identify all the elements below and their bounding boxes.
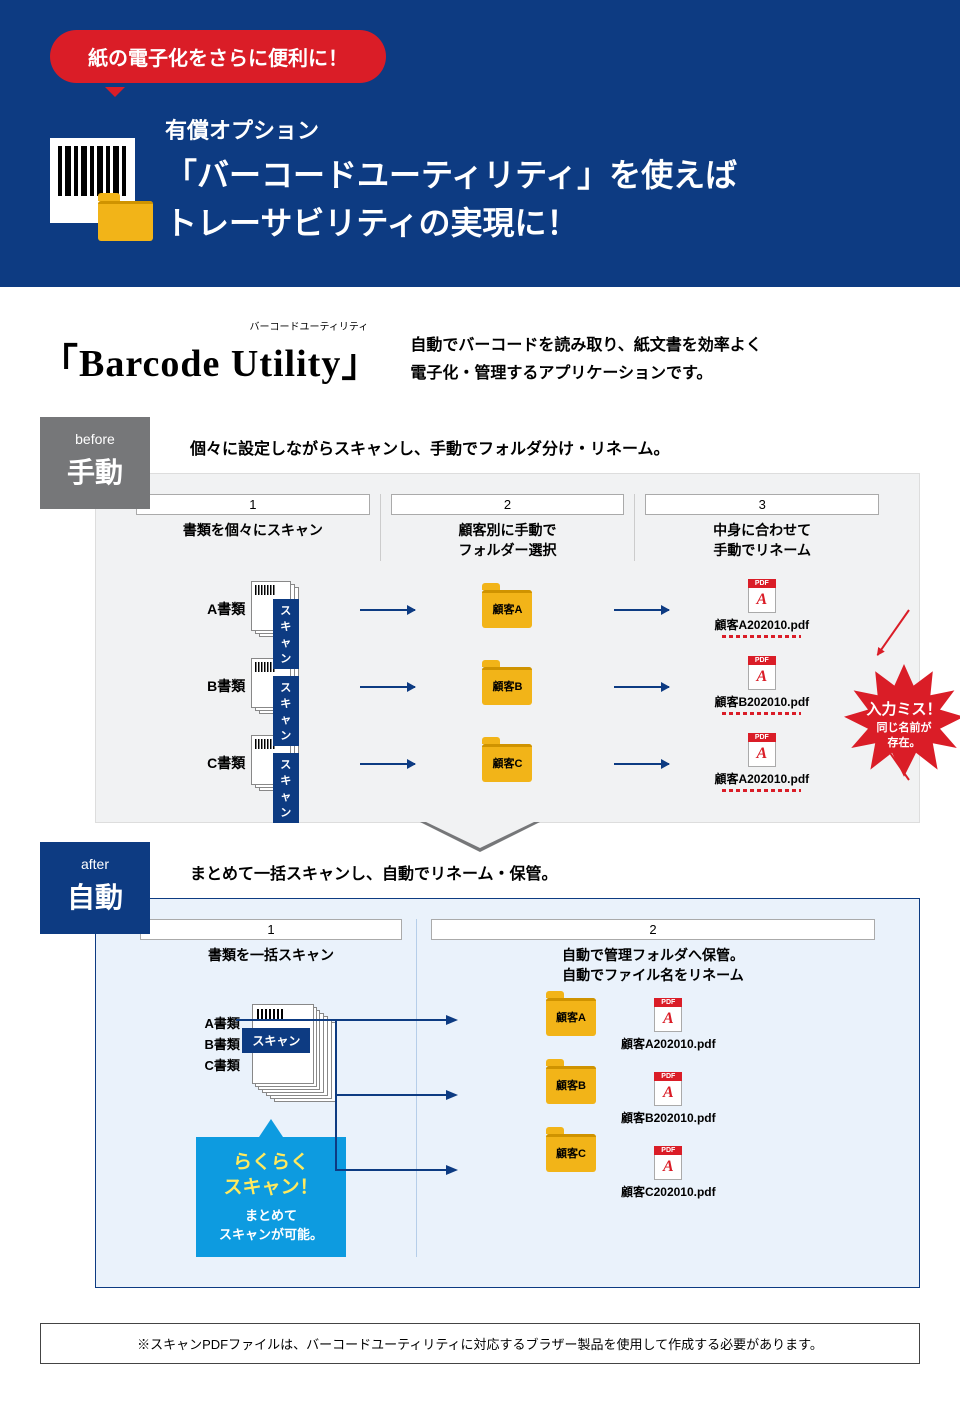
pdf-file: A顧客B202010.pdf	[714, 656, 809, 715]
tab-before: before 手動	[40, 417, 150, 509]
hero-banner: 紙の電子化をさらに便利に！ 有償オプション 「バーコードユーティリティ」を使えば…	[0, 0, 960, 287]
folder-icon: 顧客B	[482, 667, 532, 705]
product-description: 自動でバーコードを読み取り、紙文書を効率よく 電子化・管理するアプリケーションで…	[410, 332, 761, 386]
before-col-num: 1	[136, 494, 370, 515]
pdf-icon: A	[748, 656, 776, 690]
doc-label: A書類	[207, 599, 245, 619]
arrow-icon	[360, 609, 415, 611]
pdf-icon: A	[748, 733, 776, 767]
product-name: バーコードユーティリティ 「Barcode Utility」	[40, 332, 380, 387]
after-col-head: 自動で管理フォルダへ保管。 自動でファイル名をリネーム	[431, 946, 875, 986]
hero-title: 「バーコードユーティリティ」を使えば トレーサビリティの実現に！	[165, 151, 737, 247]
folder-icon: 顧客A	[482, 590, 532, 628]
pdf-icon: A	[748, 579, 776, 613]
folder-icon: 顧客A	[546, 998, 596, 1036]
pdf-file: A顧客A202010.pdf	[714, 579, 809, 638]
hero-pill: 紙の電子化をさらに便利に！	[50, 30, 386, 83]
pdf-file: A顧客C202010.pdf	[621, 1146, 716, 1200]
document-stack-icon: スキャン	[251, 581, 299, 637]
doc-label: C書類	[207, 753, 245, 773]
arrow-icon	[360, 763, 415, 765]
before-col-num: 3	[645, 494, 879, 515]
before-col-head: 中身に合わせて 手動でリネーム	[645, 521, 879, 561]
before-row: A書類スキャン 顧客A A顧客A202010.pdf	[126, 579, 889, 638]
before-row: C書類スキャン顧客CA顧客A202010.pdf	[126, 733, 889, 792]
before-col-head: 書類を個々にスキャン	[136, 521, 370, 561]
panel-before: before 手動 個々に設定しながらスキャンし、手動でフォルダ分け・リネーム。…	[40, 417, 920, 823]
pdf-icon: A	[654, 998, 682, 1032]
folder-icon: 顧客B	[546, 1066, 596, 1104]
after-col-num: 1	[140, 919, 402, 940]
before-caption: 個々に設定しながらスキャンし、手動でフォルダ分け・リネーム。	[40, 417, 920, 473]
error-starburst: 入力ミス！ 同じ名前が 存在。	[844, 664, 960, 784]
hero-subtitle: 有償オプション	[165, 113, 737, 145]
product-header: バーコードユーティリティ 「Barcode Utility」 自動でバーコードを…	[0, 287, 960, 417]
folder-icon: 顧客C	[482, 744, 532, 782]
footnote: ※スキャンPDFファイルは、バーコードユーティリティに対応するブラザー製品を使用…	[40, 1323, 920, 1364]
before-col-num: 2	[391, 494, 625, 515]
after-col-head: 書類を一括スキャン	[140, 946, 402, 986]
arrow-icon	[614, 763, 669, 765]
pdf-file: A顧客B202010.pdf	[621, 1072, 716, 1126]
before-col-head: 顧客別に手動で フォルダー選択	[391, 521, 625, 561]
doc-label: B書類	[207, 676, 245, 696]
after-col-num: 2	[431, 919, 875, 940]
panel-after: after 自動 まとめて一括スキャンし、自動でリネーム・保管。 1 書類を一括…	[40, 842, 920, 1288]
folder-icon: 顧客C	[546, 1134, 596, 1172]
arrow-icon	[614, 686, 669, 688]
pdf-file: A顧客A202010.pdf	[621, 998, 716, 1052]
before-row: B書類スキャン顧客BA顧客B202010.pdf	[126, 656, 889, 715]
barcode-folder-icon	[50, 138, 135, 223]
tab-after: after 自動	[40, 842, 150, 934]
chevron-down-icon	[420, 822, 540, 852]
pdf-icon: A	[654, 1146, 682, 1180]
pdf-file: A顧客A202010.pdf	[714, 733, 809, 792]
arrow-icon	[360, 686, 415, 688]
pdf-icon: A	[654, 1072, 682, 1106]
arrow-icon	[614, 609, 669, 611]
